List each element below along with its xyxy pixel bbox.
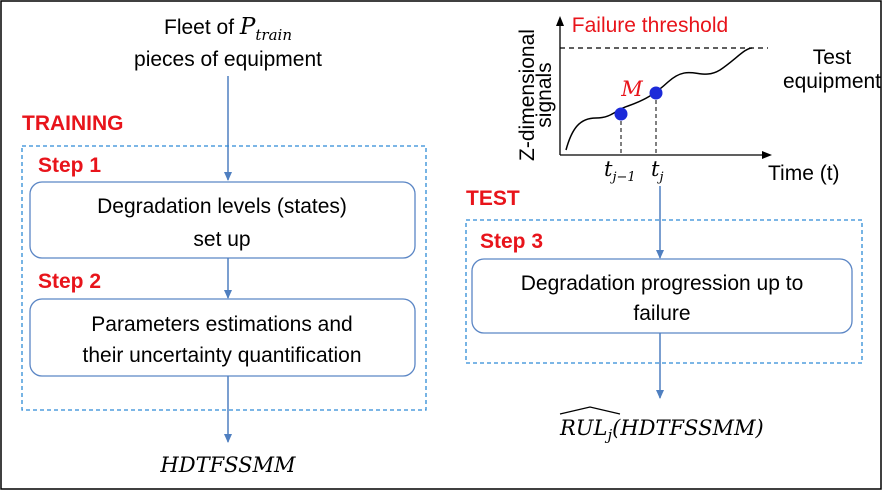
step-label: Step 1 [38, 154, 101, 177]
y-axis-label: signals [533, 62, 556, 127]
tick-symbol: t [651, 157, 660, 181]
equipment-label: Test [813, 46, 852, 69]
test-label: TEST [466, 187, 520, 210]
step-text: failure [633, 302, 690, 325]
threshold-label: Failure threshold [572, 14, 728, 37]
step-label: Step 3 [480, 230, 543, 253]
signal-point [614, 107, 628, 121]
tick-label: tj−1 [604, 157, 636, 185]
tick-symbol: t [604, 157, 613, 181]
step-box [471, 258, 853, 334]
source-line1: Fleet of Ptrain [164, 14, 292, 44]
signal-point [649, 86, 663, 100]
source-subscript: train [255, 26, 292, 44]
y-axis-label: Z-dimensional [516, 29, 539, 161]
source-symbol: P [239, 14, 256, 40]
step-text: their uncertainty quantification [83, 344, 362, 367]
step-label: Step 2 [38, 270, 101, 293]
equipment-label: equipment [783, 70, 881, 93]
tick-subscript: j−1 [609, 170, 635, 185]
test-region [465, 219, 863, 364]
step-text: Degradation levels (states) [97, 195, 347, 218]
tick-label: tj [651, 157, 663, 185]
output-args: (HDTFSSMM) [612, 416, 764, 440]
step-box [29, 181, 416, 259]
test-output: RULj(HDTFSSMM) [559, 416, 764, 444]
x-label-text: Time [768, 162, 814, 185]
source-text: Fleet of [164, 16, 234, 39]
source-line2: pieces of equipment [134, 48, 322, 71]
point-label: M [620, 77, 643, 101]
step-box [29, 298, 416, 377]
training-output: HDTFSSMM [159, 453, 296, 477]
x-label-var: (t) [820, 162, 840, 185]
y-axis-head [556, 16, 564, 26]
hat [559, 406, 621, 415]
step-text: Degradation progression up to [521, 272, 804, 295]
x-axis-head [762, 151, 772, 159]
output-subscript: j [604, 426, 612, 444]
output-hat: RUL [559, 416, 607, 440]
step-text: Parameters estimations and [91, 313, 352, 336]
x-axis-label: Time (t) [768, 162, 840, 185]
training-label: TRAINING [22, 112, 124, 135]
training-region [21, 145, 427, 411]
tick-subscript: j [656, 170, 663, 185]
signal-curve [565, 47, 753, 151]
step-text: set up [193, 228, 250, 251]
